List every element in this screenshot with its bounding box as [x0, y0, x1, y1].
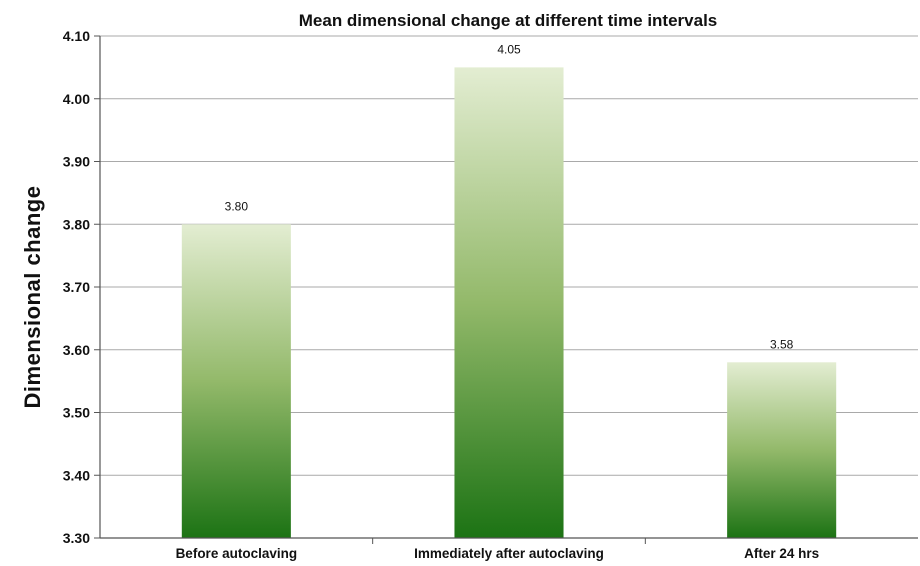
bar [181, 224, 291, 538]
x-tick-label: Immediately after autoclaving [414, 546, 604, 561]
bar [454, 67, 564, 538]
bars [181, 67, 837, 538]
data-label: 4.05 [497, 42, 521, 56]
y-tick-label: 3.70 [63, 279, 90, 295]
y-tick-label: 3.30 [63, 530, 90, 546]
labels: 3.30 3.40 3.50 3.60 3.70 3.80 3.90 4.00 4.10 3.80… [63, 28, 819, 561]
y-tick-label: 3.80 [63, 216, 90, 232]
chart-title: Mean dimensional change at different tim… [299, 11, 718, 30]
y-tick-label: 3.90 [63, 154, 90, 170]
y-tick-label: 3.40 [63, 467, 90, 483]
data-label: 3.80 [225, 199, 249, 213]
y-tick-label: 3.50 [63, 405, 90, 421]
y-axis-label: Dimensional change [20, 186, 45, 409]
x-tick-label: Before autoclaving [176, 546, 298, 561]
bar [727, 362, 837, 538]
y-tick-label: 4.00 [63, 91, 90, 107]
data-label: 3.58 [770, 337, 794, 351]
y-tick-label: 3.60 [63, 342, 90, 358]
x-tick-label: After 24 hrs [744, 546, 819, 561]
axes [94, 35, 918, 544]
y-tick-label: 4.10 [63, 28, 90, 44]
